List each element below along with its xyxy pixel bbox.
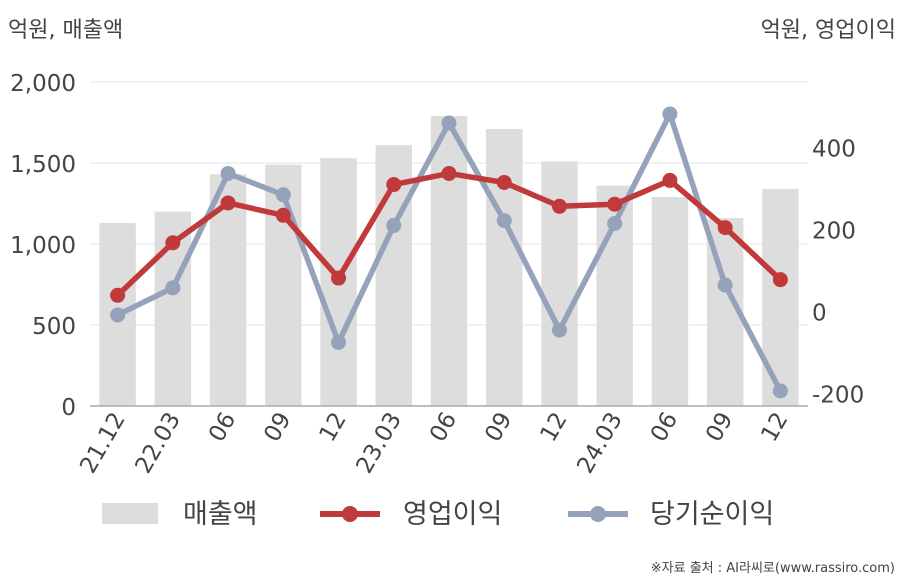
revenue-bars <box>99 116 799 407</box>
revenue-bar <box>430 116 468 407</box>
net-income-point <box>441 115 457 131</box>
left-tick-label: 2,000 <box>10 71 76 97</box>
legend-label-net-income: 당기순이익 <box>650 499 774 530</box>
operating-profit-point <box>386 177 402 193</box>
right-tick-label: -200 <box>812 383 864 409</box>
net-income-point <box>110 307 126 323</box>
legend-item-revenue: 매출액 <box>102 499 258 530</box>
operating-profit-point <box>662 172 678 188</box>
operating-profit-point <box>165 235 181 251</box>
x-tick-label: 09 <box>480 408 517 446</box>
operating-profit-point <box>275 207 291 223</box>
right-axis-ticks: -200 0 200 400 <box>812 137 864 409</box>
operating-profit-point <box>496 174 512 190</box>
net-income-point <box>772 383 788 399</box>
legend-item-operating-profit: 영업이익 <box>320 499 502 530</box>
x-tick-label: 12 <box>536 408 573 446</box>
net-income-point <box>496 213 512 229</box>
profit-lines <box>110 106 788 399</box>
left-axis-unit: 억원, 매출액 <box>8 18 123 43</box>
legend-label-operating-profit: 영업이익 <box>403 499 502 530</box>
right-tick-label: 0 <box>812 301 827 327</box>
operating-profit-point <box>717 220 733 236</box>
net-income-point <box>551 322 567 338</box>
operating-profit-point <box>110 287 126 303</box>
x-tick-label: 24.03 <box>572 408 627 478</box>
net-income-point <box>165 280 181 296</box>
left-tick-label: 1,000 <box>10 233 76 259</box>
operating-profit-point <box>772 272 788 288</box>
operating-profit-point <box>551 198 567 214</box>
left-tick-label: 500 <box>32 314 76 340</box>
legend-marker-operating-profit <box>342 506 358 522</box>
operating-profit-point <box>441 165 457 181</box>
x-tick-label: 06 <box>425 408 462 446</box>
left-tick-label: 1,500 <box>10 152 76 178</box>
left-axis-ticks: 0 500 1,000 1,500 2,000 <box>10 71 76 421</box>
revenue-bar <box>265 164 302 406</box>
x-axis-ticks: 21.12 22.03 06 09 12 23.03 06 09 12 24.03 06 09 12 <box>75 408 793 478</box>
x-tick-label: 06 <box>204 408 241 446</box>
net-income-point <box>331 334 347 350</box>
revenue-bar <box>486 128 523 407</box>
net-income-point <box>275 187 291 203</box>
operating-profit-point <box>607 196 623 212</box>
legend-marker-net-income <box>590 506 606 522</box>
net-income-point <box>662 106 678 122</box>
legend: 매출액 영업이익 당기순이익 <box>102 499 774 530</box>
x-tick-label: 12 <box>315 408 352 446</box>
x-tick-label: 06 <box>646 408 683 446</box>
net-income-point <box>220 165 236 181</box>
legend-label-revenue: 매출액 <box>183 499 258 530</box>
right-axis-unit: 억원, 영업이익 <box>761 18 896 43</box>
left-tick-label: 0 <box>61 395 76 421</box>
operating-profit-point <box>331 270 347 286</box>
revenue-bar <box>762 188 799 406</box>
right-tick-label: 400 <box>812 137 856 163</box>
legend-swatch-revenue <box>102 503 158 524</box>
x-tick-label: 09 <box>701 408 738 446</box>
x-tick-label: 23.03 <box>352 408 407 478</box>
x-tick-label: 22.03 <box>131 408 186 478</box>
net-income-point <box>386 218 402 234</box>
x-tick-label: 12 <box>756 408 793 446</box>
x-tick-label: 09 <box>259 408 296 446</box>
x-tick-label: 21.12 <box>75 408 130 478</box>
right-tick-label: 200 <box>812 219 856 245</box>
revenue-bar <box>651 197 689 406</box>
legend-item-net-income: 당기순이익 <box>568 499 774 530</box>
source-credit: ※자료 출처 : AI라씨로(www.rassiro.com) <box>651 561 895 576</box>
operating-profit-point <box>220 195 236 211</box>
net-income-point <box>717 277 733 293</box>
net-income-point <box>607 215 623 231</box>
